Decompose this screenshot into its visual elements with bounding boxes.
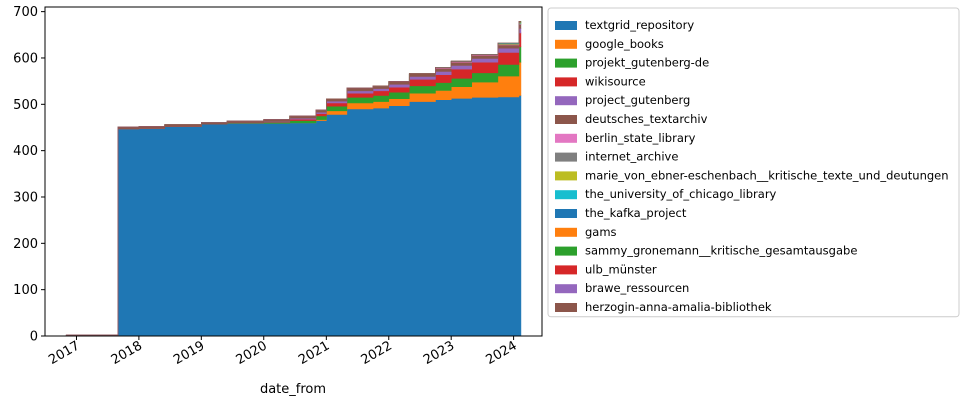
x-tick-label: 2020 — [234, 338, 270, 368]
legend-label: the_university_of_chicago_library — [585, 187, 777, 201]
legend-swatch — [555, 284, 577, 294]
legend-label: berlin_state_library — [585, 131, 696, 145]
y-tick-label: 700 — [13, 5, 38, 20]
legend-swatch — [555, 209, 577, 218]
legend-swatch — [555, 171, 577, 181]
legend-label: projekt_gutenberg-de — [585, 56, 709, 70]
legend-label: the_kafka_project — [585, 206, 687, 220]
legend-swatch — [555, 246, 577, 256]
legend-swatch — [555, 77, 577, 87]
y-tick-label: 200 — [13, 237, 38, 252]
area-textgrid-repository — [66, 95, 522, 337]
plot-frame — [44, 6, 543, 337]
legend-swatch — [555, 265, 577, 275]
legend-box — [547, 7, 960, 318]
x-tick-label: 2018 — [109, 338, 145, 368]
x-tick-label: 2022 — [359, 338, 395, 368]
legend-swatch — [555, 58, 577, 68]
x-tick-label: 2017 — [46, 338, 82, 368]
legend-label: ulb_münster — [585, 262, 657, 276]
legend-swatch — [555, 152, 577, 162]
y-tick-label: 0 — [30, 330, 38, 345]
legend-label: deutsches_textarchiv — [585, 112, 708, 126]
legend-swatch — [555, 96, 577, 106]
y-tick-label: 500 — [13, 98, 38, 113]
legend-label: gams — [585, 225, 617, 239]
legend-swatch — [555, 133, 577, 143]
legend-swatch — [555, 303, 577, 312]
legend-label: brawe_ressourcen — [585, 281, 689, 295]
legend-label: google_books — [585, 37, 664, 51]
y-tick-label: 400 — [13, 144, 38, 159]
x-tick-label: 2024 — [483, 338, 519, 368]
y-tick-label: 600 — [13, 51, 38, 66]
legend-swatch — [555, 21, 577, 30]
legend-label: sammy_gronemann__kritische_gesamtausgabe — [585, 244, 857, 258]
legend-label: internet_archive — [585, 150, 678, 164]
legend-label: project_gutenberg — [585, 93, 690, 107]
legend-swatch — [555, 190, 577, 200]
legend-label: wikisource — [585, 74, 646, 88]
x-tick-label: 2019 — [171, 338, 207, 368]
x-tick-label: 2023 — [421, 338, 457, 368]
area-herzogin-anna-amalia-bibliothek — [66, 21, 521, 336]
legend-swatch — [555, 227, 577, 237]
y-tick-label: 300 — [13, 190, 38, 205]
legend-swatch — [555, 115, 577, 124]
legend-label: textgrid_repository — [585, 18, 694, 32]
legend-label: marie_von_ebner-eschenbach__kritische_te… — [585, 168, 949, 182]
legend-swatch — [555, 39, 577, 49]
areas — [65, 21, 522, 337]
legend-label: herzogin-anna-amalia-bibliothek — [585, 300, 772, 314]
y-tick-label: 100 — [13, 283, 38, 298]
x-axis-label: date_from — [260, 382, 326, 397]
x-tick-label: 2021 — [296, 338, 332, 368]
